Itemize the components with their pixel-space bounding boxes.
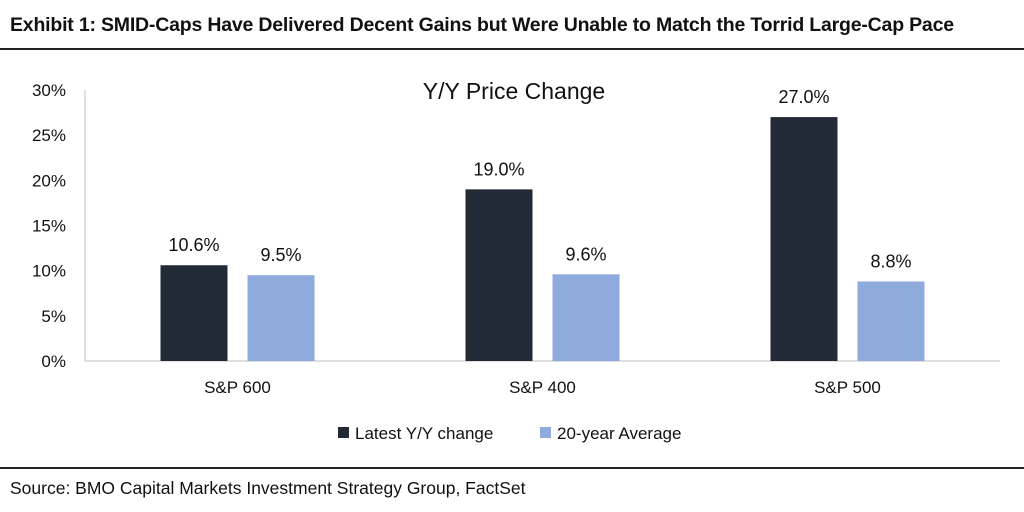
y-tick-label: 20%	[32, 171, 66, 190]
bar-chart: Y/Y Price Change 0% 5% 10% 15% 20% 25% 30% 10.…	[32, 78, 1000, 443]
x-axis-ticks: S&P 600 S&P 400 S&P 500	[204, 378, 881, 397]
bar	[552, 274, 620, 361]
y-tick-label: 30%	[32, 81, 66, 100]
bar	[247, 275, 315, 361]
y-tick-label: 5%	[41, 307, 66, 326]
data-label: 10.6%	[168, 235, 219, 255]
legend-label: Latest Y/Y change	[355, 424, 493, 443]
x-tick-label: S&P 600	[204, 378, 271, 397]
legend-label: 20-year Average	[557, 424, 681, 443]
bar	[160, 265, 228, 361]
bottom-rule	[0, 467, 1024, 469]
y-tick-label: 10%	[32, 262, 66, 281]
y-tick-label: 15%	[32, 217, 66, 236]
top-rule	[0, 48, 1024, 50]
data-label: 9.6%	[565, 244, 606, 264]
legend: Latest Y/Y change 20-year Average	[338, 424, 681, 443]
x-tick-label: S&P 500	[814, 378, 881, 397]
exhibit-title: Exhibit 1: SMID-Caps Have Delivered Dece…	[10, 14, 954, 36]
legend-swatch	[338, 427, 349, 438]
data-label: 9.5%	[260, 245, 301, 265]
bars-group: 10.6% 9.5% 19.0% 9.6% 27.0% 8.8%	[160, 87, 925, 361]
x-tick-label: S&P 400	[509, 378, 576, 397]
data-label: 8.8%	[870, 252, 911, 272]
data-label: 19.0%	[473, 159, 524, 179]
y-tick-label: 25%	[32, 126, 66, 145]
legend-swatch	[540, 427, 551, 438]
y-axis-ticks: 0% 5% 10% 15% 20% 25% 30%	[32, 81, 66, 371]
bar	[770, 117, 838, 361]
data-label: 27.0%	[778, 87, 829, 107]
bar	[857, 281, 925, 361]
source-note: Source: BMO Capital Markets Investment S…	[10, 478, 526, 498]
bar	[465, 189, 533, 361]
chart-title: Y/Y Price Change	[423, 78, 605, 104]
y-tick-label: 0%	[41, 352, 66, 371]
